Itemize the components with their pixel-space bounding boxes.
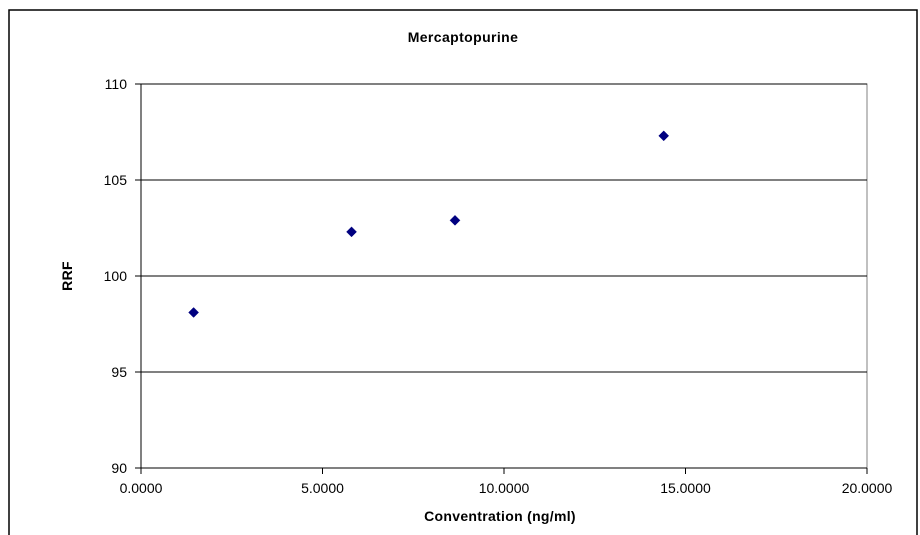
y-tick-label: 90 xyxy=(111,460,127,476)
data-point xyxy=(658,130,670,142)
chart-title: Mercaptopurine xyxy=(408,29,519,45)
y-axis-ticks: 90 95 100 105 110 xyxy=(104,76,141,476)
x-tick-label: 5.0000 xyxy=(301,480,344,496)
x-tick-label: 0.0000 xyxy=(120,480,163,496)
y-tick-label: 110 xyxy=(105,76,128,92)
x-tick-label: 20.0000 xyxy=(842,480,893,496)
plot-area: 90 95 100 105 110 0.0000 5.0000 10.0000 15.0000… xyxy=(104,76,893,496)
gridlines xyxy=(141,83,867,373)
data-points xyxy=(188,130,670,318)
y-tick-label: 100 xyxy=(104,268,128,284)
x-axis-title: Conventration (ng/ml) xyxy=(424,508,576,524)
x-tick-label: 15.0000 xyxy=(660,480,711,496)
x-tick-label: 10.0000 xyxy=(479,480,530,496)
x-axis-ticks: 0.0000 5.0000 10.0000 15.0000 20.0000 xyxy=(120,468,893,496)
chart-border xyxy=(8,9,918,535)
data-point xyxy=(449,214,461,226)
data-point xyxy=(188,307,199,318)
data-point xyxy=(346,226,357,238)
y-tick-label: 95 xyxy=(111,364,127,380)
y-axis-title: RRF xyxy=(59,261,75,291)
y-tick-label: 105 xyxy=(104,172,128,188)
